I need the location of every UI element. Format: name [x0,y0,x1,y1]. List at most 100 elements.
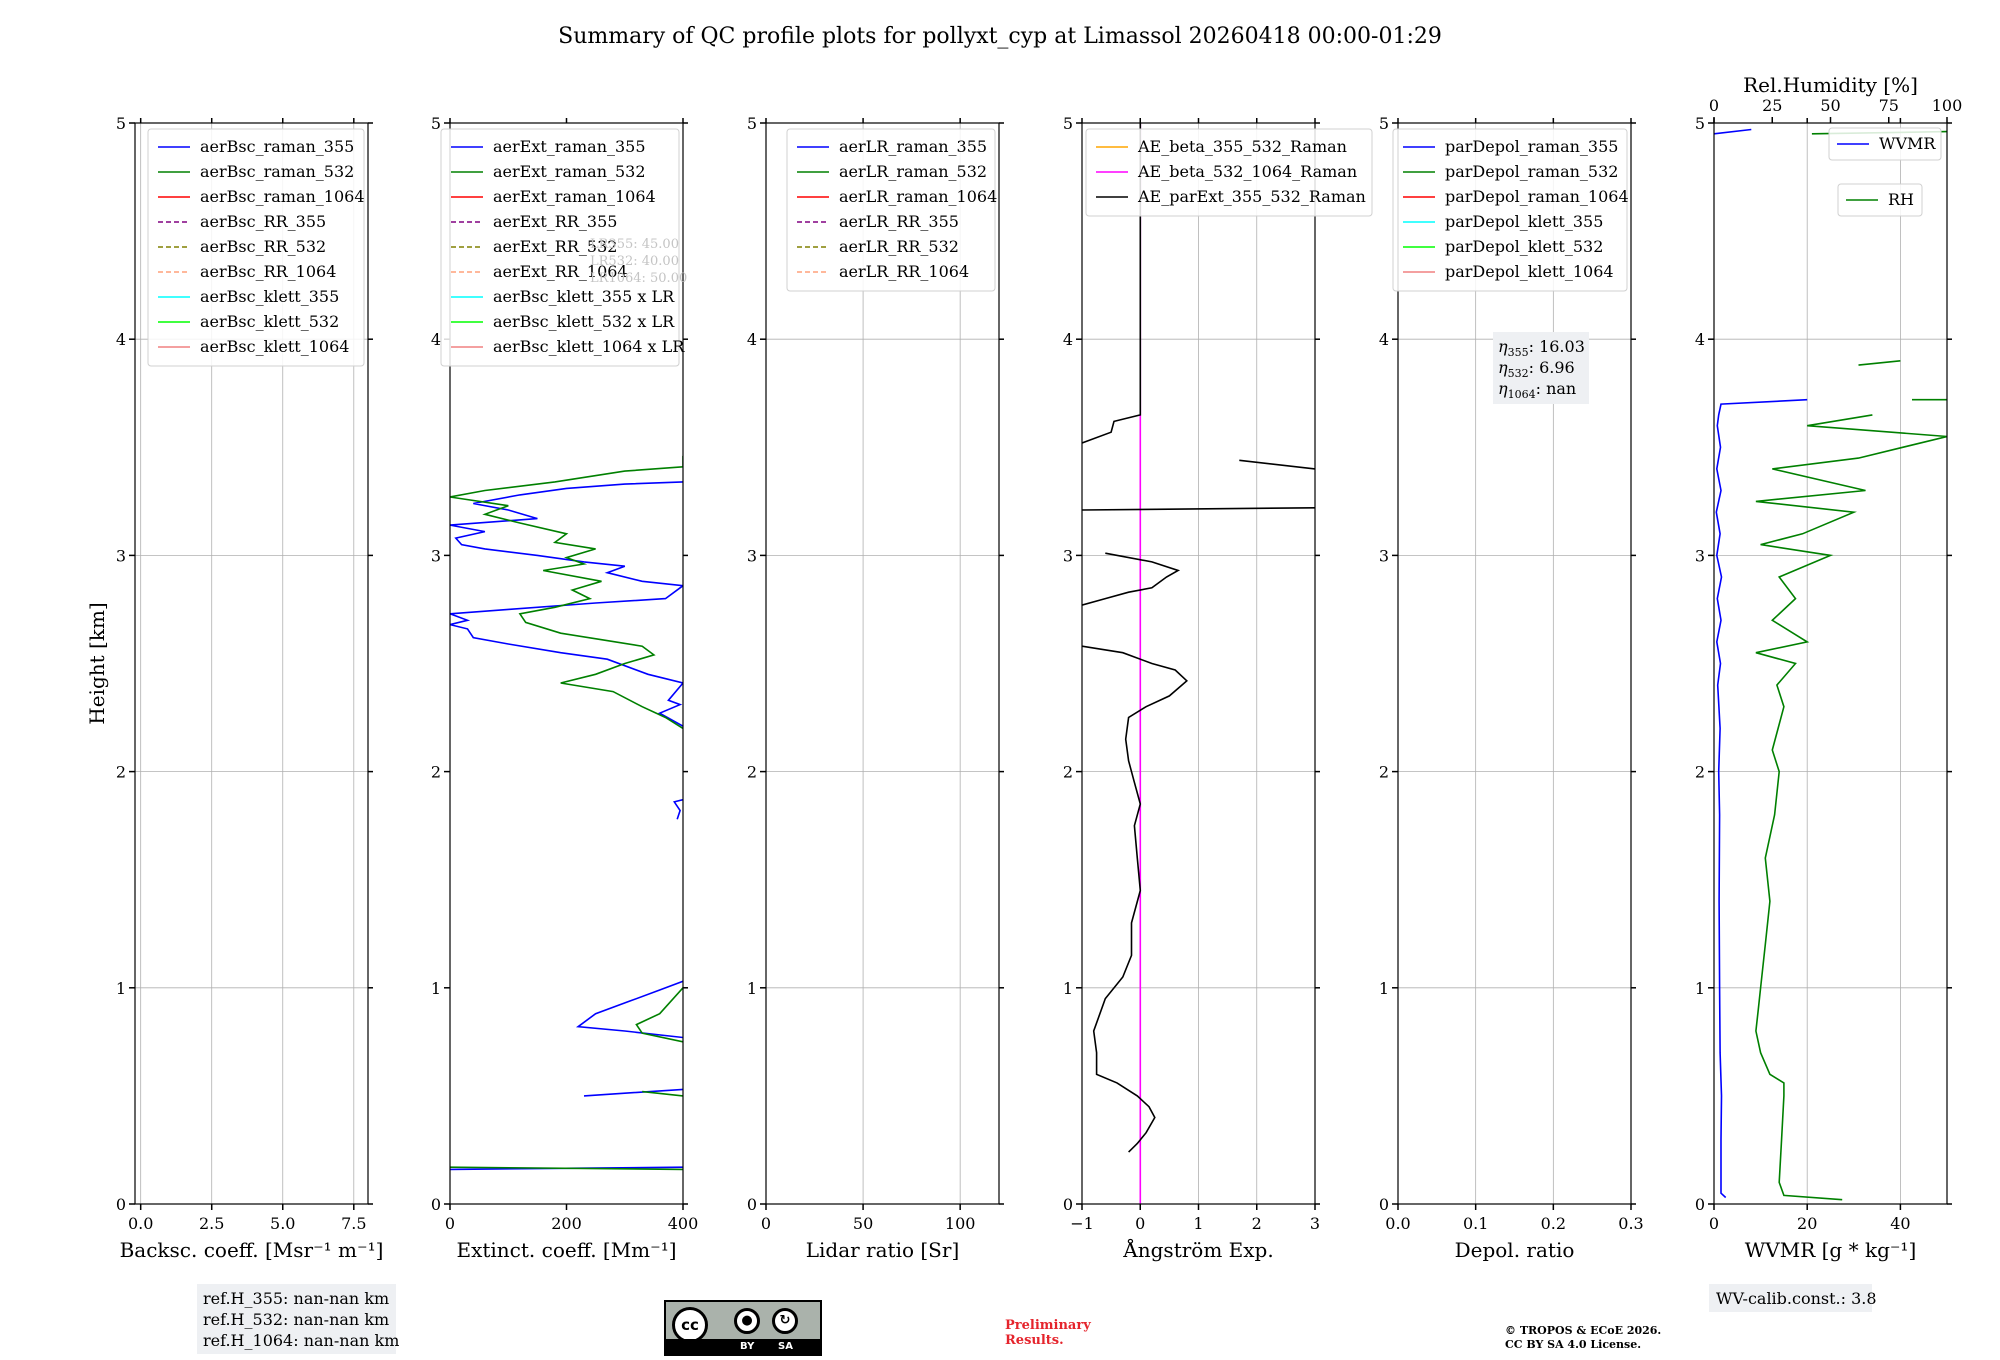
legend-label-aerbsc-rr-355: aerBsc_RR_355 [200,212,326,231]
xtick-label: 100 [945,1214,976,1233]
x-axis-label: WVMR [g * kg⁻¹] [1745,1238,1917,1262]
ref-height-line: ref.H_532: nan-nan km [203,1310,389,1329]
legend-box [1392,128,1628,292]
ytick-label: 5 [1379,114,1389,133]
series-group [1082,123,1315,1204]
eta-line: η1064: nan [1498,379,1576,401]
ytick-label: 3 [431,546,441,565]
legend-label-pardepol-raman-1064: parDepol_raman_1064 [1445,187,1629,206]
share-alike-icon: ↻ [772,1308,798,1334]
legend-label-rh: RH [1888,190,1914,209]
xtick-label: 0 [761,1214,771,1233]
xtick-label: 5.0 [270,1214,295,1233]
ytick-label: 2 [1379,763,1389,782]
legend: parDepol_raman_355 parDepol_raman_532 parD… [1392,128,1629,292]
ytick-label: 2 [431,763,441,782]
ref-height-line: ref.H_355: nan-nan km [203,1289,389,1308]
cc-by-label: BY [740,1341,755,1352]
xtick-label: 3 [1310,1214,1320,1233]
legend: AE_beta_355_532_Raman AE_beta_532_1064_Ra… [1085,128,1373,217]
eta-symbol: η [1498,379,1508,398]
legend-label-aerext-rr-532: aerExt_RR_532 [493,237,617,256]
x-axis-label: Depol. ratio [1455,1238,1575,1262]
legend-label-aerlr-raman-532: aerLR_raman_532 [839,162,987,181]
lidar-ratio-note: LR532: 40.00 [590,254,679,269]
eta-sub: 1064 [1508,388,1536,401]
ref-height-box: ref.H_355: nan-nan km ref.H_532: nan-nan … [197,1284,399,1354]
copyright-line-1: © TROPOS & ECoE 2026. [1505,1324,1662,1337]
ytick-label: 5 [747,114,757,133]
ytick-label: 3 [747,546,757,565]
xtick-label: 0 [1135,1214,1145,1233]
axes-frame [765,122,1000,1205]
wv-calib-text: WV-calib.const.: 3.8 [1716,1289,1877,1308]
legend-label-aerbsc-raman-355: aerBsc_raman_355 [200,137,354,156]
cc-sa-label: SA [778,1341,793,1352]
eta-sub: 355 [1508,346,1529,359]
axes-frame [1713,122,1948,1205]
legend-label-aerlr-raman-355: aerLR_raman_355 [839,137,987,156]
ytick-label: 2 [116,763,126,782]
plot-panels: 0 1 2 3 4 5 0.0 2.5 5.0 7.5 Backsc. coeff. [Msr⁻¹ … [85,73,1962,1354]
legend-box [786,128,996,292]
xtick-label: 1 [1193,1214,1203,1233]
x2tick-label: 100 [1932,96,1963,115]
legend-label-aerext-raman-355: aerExt_raman_355 [493,137,646,156]
ytick-label: 4 [1379,330,1389,349]
legend-label-aerlr-rr-1064: aerLR_RR_1064 [839,262,969,281]
cc-license-badge: cc ● ↻ BY SA [664,1300,822,1356]
ytick-label: 2 [747,763,757,782]
xtick-label: 0.0 [128,1214,153,1233]
legend-label-pardepol-klett-532: parDepol_klett_532 [1445,237,1603,256]
ytick-label: 0 [1063,1195,1073,1214]
x2tick-label: 0 [1709,96,1719,115]
ytick-label: 4 [747,330,757,349]
xtick-label: 0.1 [1463,1214,1488,1233]
xtick-label: 400 [668,1214,699,1233]
legend-label-pardepol-raman-532: parDepol_raman_532 [1445,162,1618,181]
ytick-label: 1 [431,979,441,998]
ytick-label: 5 [116,114,126,133]
legend: aerBsc_raman_355 aerBsc_raman_532 aerBsc_r… [147,128,365,367]
cc-icon: cc [672,1307,708,1343]
legend: aerLR_raman_355 aerLR_raman_532 aerLR_rama… [786,128,997,292]
legend-box [147,128,365,367]
eta-value: : 6.96 [1529,358,1575,377]
xtick-label: −1 [1070,1214,1094,1233]
ytick-label: 3 [1695,546,1705,565]
ytick-label: 5 [1063,114,1073,133]
ytick-label: 0 [1379,1195,1389,1214]
x2-axis-label: Rel.Humidity [%] [1743,73,1918,97]
legend-box [440,128,680,367]
legend-box [1837,183,1923,217]
legend-label-aerbsc-klett-355: aerBsc_klett_355 [200,287,339,306]
ytick-label: 3 [1379,546,1389,565]
ytick-label: 2 [1695,763,1705,782]
eta-bg [1493,332,1589,404]
legend-box [1085,128,1373,217]
series-line-rh [1755,130,1947,1201]
legend-label-aerbsc-klett-1064-x-lr: aerBsc_klett_1064 x LR [493,337,685,356]
legend-label-ae-parext-355-532-raman: AE_parExt_355_532_Raman [1137,187,1366,206]
panel-backscatter: 0 1 2 3 4 5 0.0 2.5 5.0 7.5 Backsc. coeff. [Msr⁻¹ … [85,114,399,1354]
ytick-label: 0 [431,1195,441,1214]
eta-value: : 16.03 [1529,337,1585,356]
copyright-line-2: CC BY SA 4.0 License. [1505,1338,1642,1351]
xtick-label: 0 [445,1214,455,1233]
cc-badge-bar: BY SA [666,1339,820,1354]
legend-label-aerext-raman-532: aerExt_raman_532 [493,162,646,181]
panel-depolarization: 0 1 2 3 4 5 0.0 0.1 0.2 0.3 Depol. ratio parDepol_r… [1379,114,1644,1262]
ytick-label: 1 [1063,979,1073,998]
legend-label-ae-beta-532-1064-raman: AE_beta_532_1064_Raman [1137,162,1357,181]
legend-label-aerbsc-klett-532-x-lr: aerBsc_klett_532 x LR [493,312,675,331]
xtick-label: 40 [1890,1214,1910,1233]
series-group [1714,128,1947,1201]
legend-label-aerbsc-rr-1064: aerBsc_RR_1064 [200,262,336,281]
legend-label-aerbsc-klett-1064: aerBsc_klett_1064 [200,337,349,356]
ytick-label: 4 [1063,330,1073,349]
eta-symbol: η [1498,358,1508,377]
ytick-label: 0 [747,1195,757,1214]
legend: aerExt_raman_355 aerExt_raman_532 aerExt_r… [440,128,685,367]
ytick-label: 3 [1063,546,1073,565]
